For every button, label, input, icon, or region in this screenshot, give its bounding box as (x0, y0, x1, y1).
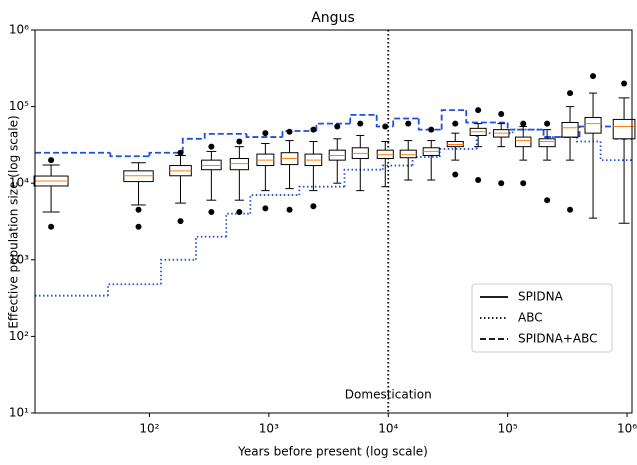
step-line (349, 113, 377, 124)
legend-label: SPIDNA (518, 290, 564, 304)
outlier (236, 209, 243, 216)
step-line (411, 156, 440, 166)
outlier (382, 123, 389, 130)
step-line (181, 137, 205, 153)
legend-label: ABC (518, 311, 543, 325)
outlier (544, 120, 551, 127)
y-tick-label: 10³ (9, 252, 29, 266)
box (538, 138, 556, 148)
x-tick-label: 10⁶ (617, 422, 637, 436)
x-axis-label: Years before present (log scale) (237, 445, 428, 459)
step-line (148, 151, 183, 157)
outlier (286, 206, 293, 213)
step-line (381, 164, 413, 170)
outlier (452, 120, 459, 127)
annotation-label: Domestication (345, 388, 432, 402)
step-line (298, 185, 345, 196)
step-line (245, 133, 283, 138)
outlier (177, 149, 184, 156)
outlier (520, 120, 527, 127)
box (201, 159, 222, 171)
outlier (590, 73, 597, 80)
box (612, 118, 636, 140)
outlier (48, 223, 55, 230)
outlier (135, 206, 142, 213)
outlier (357, 120, 364, 127)
outlier (520, 180, 527, 187)
step-line (225, 212, 251, 237)
y-tick-label: 10⁴ (9, 176, 29, 190)
outlier (621, 80, 628, 87)
outlier (236, 138, 243, 145)
step-line (578, 125, 616, 138)
box (584, 117, 602, 134)
step-line (160, 258, 196, 285)
y-tick-label: 10¹ (9, 406, 29, 420)
outlier (567, 90, 574, 97)
outlier (177, 218, 184, 225)
outlier (208, 209, 215, 216)
outlier (334, 123, 341, 130)
step-line (203, 133, 247, 139)
outlier (498, 111, 505, 118)
y-tick-label: 10² (9, 329, 29, 343)
x-tick-label: 10² (139, 422, 159, 436)
step-line (506, 122, 544, 131)
step-line (281, 130, 317, 138)
outlier (48, 157, 55, 164)
x-tick-label: 10⁴ (378, 422, 398, 436)
step-line (440, 109, 467, 130)
outlier (208, 143, 215, 150)
box (561, 122, 579, 138)
box (399, 149, 417, 159)
outlier (310, 126, 317, 133)
outlier (310, 203, 317, 210)
step-line (315, 122, 351, 132)
step-line (107, 283, 162, 296)
step-line (417, 118, 442, 131)
outlier (262, 130, 269, 137)
step-line (438, 148, 477, 157)
outlier (135, 223, 142, 230)
outlier (286, 128, 293, 135)
y-axis-label: Effective population size (log scale) (7, 115, 21, 328)
outlier (405, 120, 412, 127)
outlier (452, 171, 459, 178)
step-line (109, 152, 150, 158)
x-tick-label: 10⁵ (498, 422, 518, 436)
outlier (262, 205, 269, 212)
plot-frame (34, 29, 633, 414)
legend-label: SPIDNA+ABC (518, 332, 597, 346)
step-line (475, 132, 513, 149)
outlier (428, 126, 435, 133)
y-tick-label: 10⁶ (9, 23, 29, 37)
step-line (392, 117, 419, 127)
x-tick-label: 10³ (259, 422, 279, 436)
step-line (575, 137, 601, 143)
step-line (599, 141, 632, 162)
legend-box (471, 283, 613, 353)
y-tick-label: 10⁵ (9, 99, 29, 113)
outlier (544, 197, 551, 204)
chart-title: Angus (311, 10, 355, 26)
step-line (195, 235, 227, 260)
outlier (475, 177, 482, 184)
step-line (343, 168, 383, 187)
box (515, 136, 532, 148)
step-line (465, 110, 508, 124)
outlier (567, 206, 574, 213)
outlier (475, 107, 482, 114)
outlier (498, 180, 505, 187)
